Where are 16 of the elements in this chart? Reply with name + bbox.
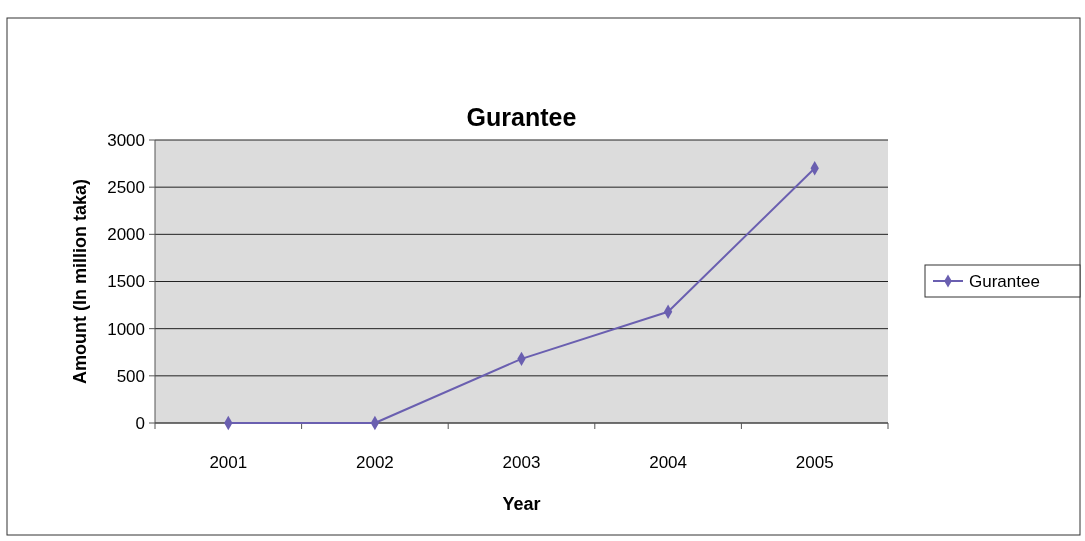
- x-axis-title: Year: [502, 494, 541, 514]
- y-tick-label: 500: [116, 366, 145, 386]
- x-tick-label: 2002: [355, 453, 394, 472]
- legend-label: Gurantee: [969, 271, 1040, 291]
- y-tick-label: 1500: [107, 272, 145, 292]
- y-tick-label: 0: [135, 413, 145, 433]
- y-axis-title: Amount (In million taka): [70, 179, 90, 384]
- chart-title: Gurantee: [466, 103, 577, 131]
- y-tick-label: 1000: [107, 319, 145, 339]
- y-tick-label: 3000: [107, 130, 145, 150]
- y-tick-label: 2500: [107, 178, 145, 198]
- x-tick-label: 2005: [795, 453, 834, 472]
- x-tick-label: 2003: [502, 453, 541, 472]
- x-tick-label: 2001: [209, 453, 248, 472]
- y-tick-label: 2000: [107, 225, 145, 245]
- x-tick-label: 2004: [649, 453, 688, 472]
